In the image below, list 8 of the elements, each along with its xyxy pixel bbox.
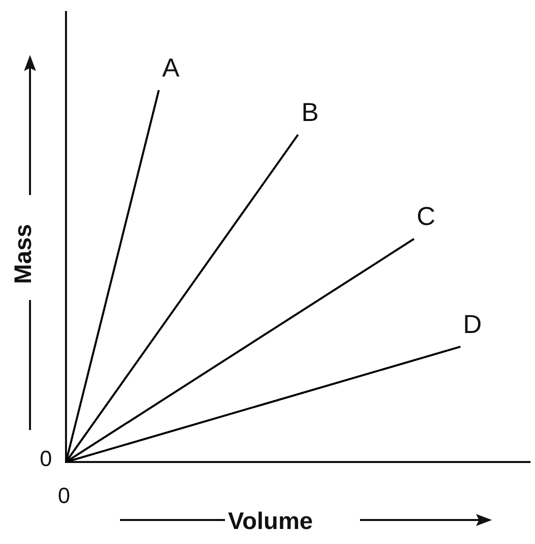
text: 0 [58,483,70,508]
series-label: A [162,52,180,82]
text: 0 [40,446,52,472]
series-label: D [463,308,482,339]
series-label: C [416,201,436,232]
series-label: B [301,96,319,127]
y-axis-title: Mass [10,224,38,284]
x-axis-title: Volume [228,508,313,536]
